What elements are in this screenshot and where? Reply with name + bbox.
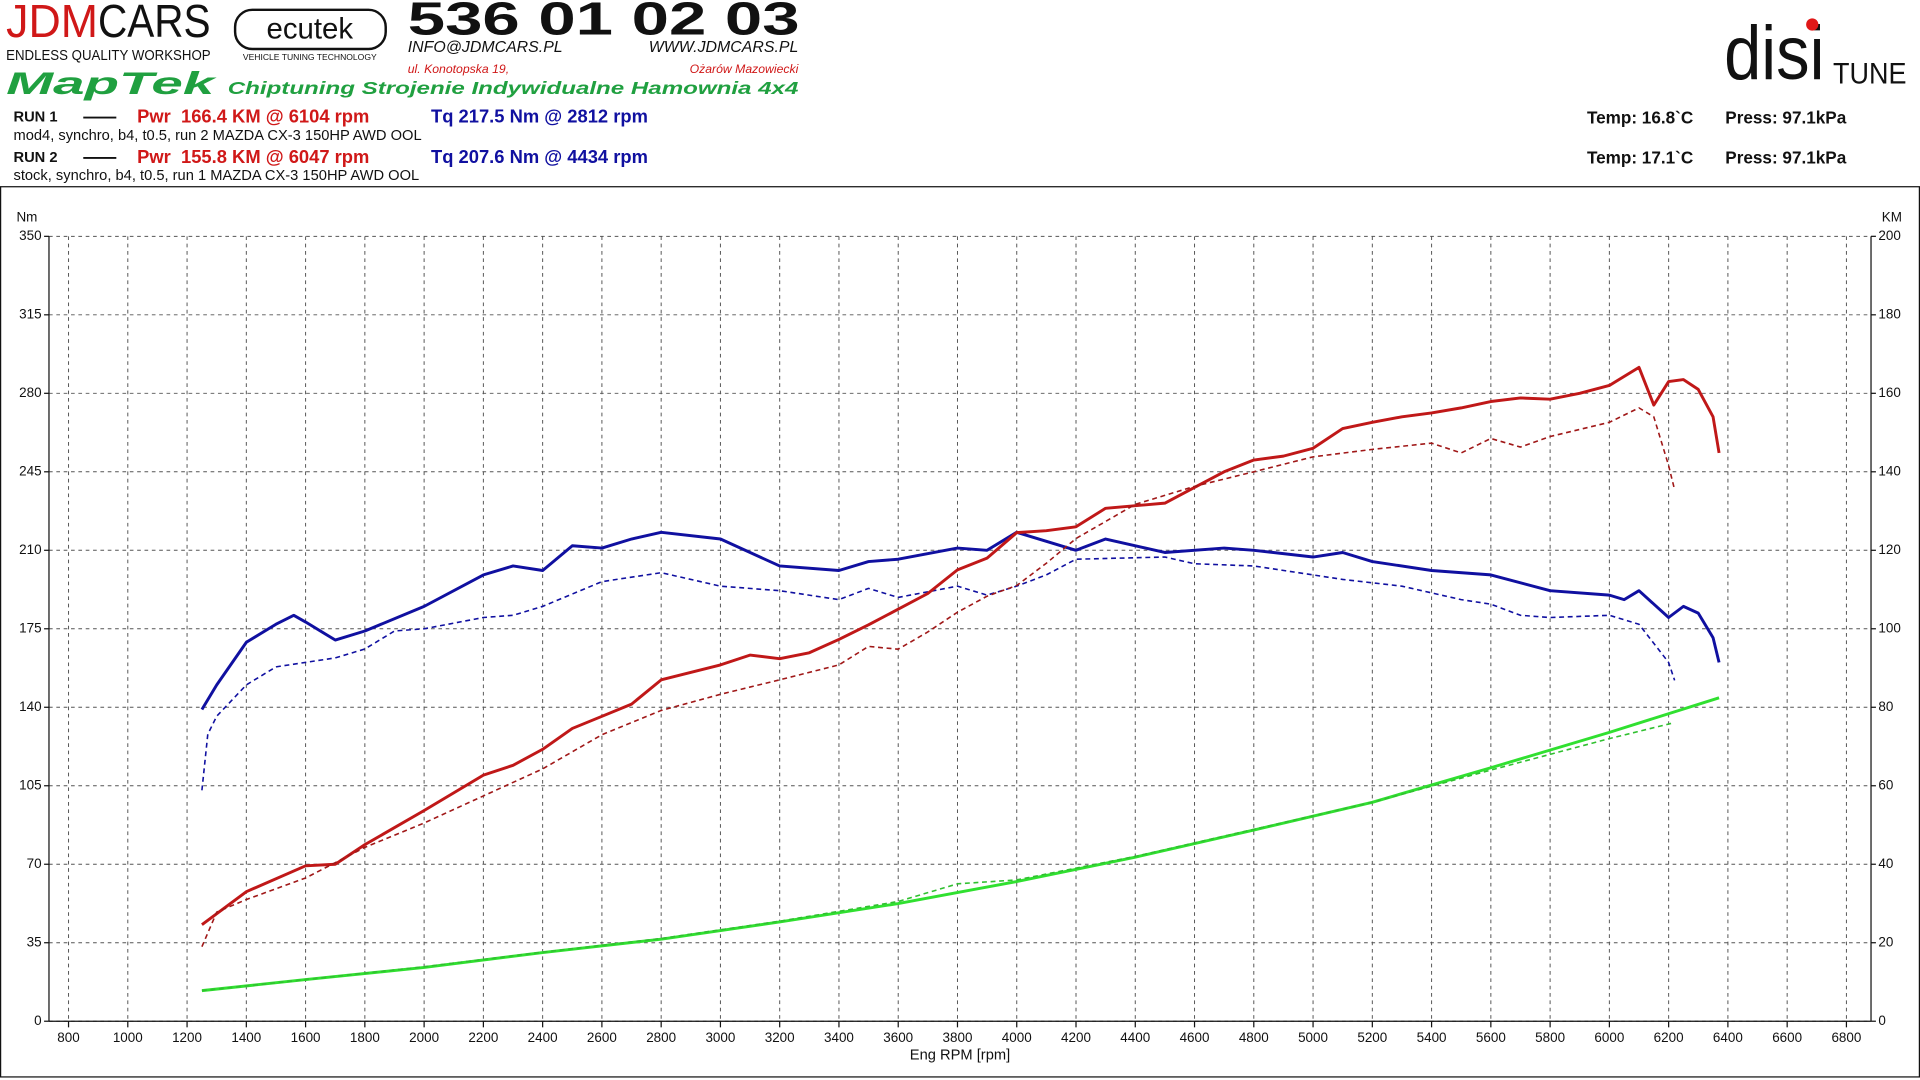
run-torque: Tq 207.6 Nm @ 4434 rpm (431, 146, 648, 167)
series-line (201, 721, 1675, 992)
run-temp: Temp: 17.1`C (1587, 148, 1693, 168)
x-tick-label: 2600 (587, 1030, 617, 1045)
maptek: MapTek (6, 65, 218, 101)
x-tick-label: 1400 (231, 1030, 261, 1045)
x-tick-label: 6400 (1713, 1030, 1743, 1045)
x-tick-label: 1600 (291, 1030, 321, 1045)
y2-tick-label: 100 (1878, 620, 1900, 635)
y2-tick-label: 0 (1878, 1013, 1885, 1028)
x-tick-label: 1000 (113, 1030, 143, 1045)
y-tick-label: 280 (19, 385, 41, 400)
y2-tick-label: 180 (1878, 306, 1900, 321)
x-tick-label: 4000 (1002, 1030, 1032, 1045)
logo-dot (1806, 18, 1819, 31)
email: INFO@JDMCARS.PL (408, 39, 563, 56)
brand-sub: ENDLESS QUALITY WORKSHOP (6, 48, 211, 64)
brand-black: CARS (98, 0, 211, 47)
x-tick-label: 2400 (528, 1030, 558, 1045)
run-press: Press: 97.1kPa (1725, 148, 1846, 168)
run-label: RUN 2 (13, 150, 57, 166)
city: Ożarów Mazowiecki (690, 62, 799, 76)
run-power: Pwr 155.8 KM @ 6047 rpm (137, 146, 369, 167)
y-tick-label: 70 (27, 856, 42, 871)
x-tick-label: 6200 (1654, 1030, 1684, 1045)
y2-tick-label: 160 (1878, 385, 1900, 400)
x-tick-label: 3000 (705, 1030, 735, 1045)
y2-tick-label: 200 (1878, 228, 1900, 243)
y-tick-label: 35 (27, 934, 42, 949)
chart-frame (0, 186, 1920, 1078)
run-power: Pwr 166.4 KM @ 6104 rpm (137, 105, 369, 126)
ecutek-logo: ecutek (267, 12, 354, 45)
series-line (201, 556, 1676, 791)
y-tick-label: 315 (19, 306, 41, 321)
y2-tick-label: 40 (1878, 856, 1893, 871)
y2-tick-label: 20 (1878, 934, 1893, 949)
y-axis-label: Nm (16, 210, 37, 225)
phone: 536 01 02 03 (408, 0, 800, 44)
x-tick-label: 2200 (468, 1030, 498, 1045)
brand-red: JDM (6, 0, 98, 47)
series-line (201, 696, 1720, 993)
run-description: stock, synchro, b4, t0.5, run 1 MAZDA CX… (13, 168, 419, 184)
y-tick-label: 175 (19, 620, 41, 635)
x-tick-label: 6800 (1831, 1030, 1861, 1045)
x-tick-label: 5400 (1417, 1030, 1447, 1045)
x-tick-label: 6000 (1594, 1030, 1624, 1045)
series-line (201, 407, 1676, 947)
x-tick-label: 4800 (1239, 1030, 1269, 1045)
x-tick-label: 3200 (765, 1030, 795, 1045)
y-tick-label: 350 (19, 228, 41, 243)
y2-axis-label: KM (1882, 210, 1902, 225)
y2-tick-label: 60 (1878, 777, 1893, 792)
x-tick-label: 5600 (1476, 1030, 1506, 1045)
x-tick-label: 2800 (646, 1030, 676, 1045)
y2-tick-label: 80 (1878, 699, 1893, 714)
y-tick-label: 105 (19, 777, 41, 792)
y-tick-label: 210 (19, 542, 41, 557)
y-tick-label: 140 (19, 699, 41, 714)
series-line (200, 530, 1721, 711)
run-description: mod4, synchro, b4, t0.5, run 2 MAZDA CX-… (13, 128, 421, 144)
x-tick-label: 4600 (1180, 1030, 1210, 1045)
x-tick-label: 6600 (1772, 1030, 1802, 1045)
x-tick-label: 5200 (1357, 1030, 1387, 1045)
x-axis-label: Eng RPM [rpm] (910, 1047, 1010, 1063)
run-torque: Tq 217.5 Nm @ 2812 rpm (431, 105, 648, 126)
x-tick-label: 1200 (172, 1030, 202, 1045)
ecutek-sub: VEHICLE TUNING TECHNOLOGY (243, 52, 377, 62)
street: ul. Konotopska 19, (408, 62, 509, 76)
x-tick-label: 1800 (350, 1030, 380, 1045)
x-tick-label: 5800 (1535, 1030, 1565, 1045)
x-tick-label: 5000 (1298, 1030, 1328, 1045)
y2-tick-label: 140 (1878, 463, 1900, 478)
x-tick-label: 4400 (1120, 1030, 1150, 1045)
ecutek-frame (233, 8, 387, 51)
y2-tick-label: 120 (1878, 542, 1900, 557)
run-label: RUN 1 (13, 109, 57, 125)
x-tick-label: 2000 (409, 1030, 439, 1045)
web: WWW.JDMCARS.PL (649, 39, 799, 56)
run-temp: Temp: 16.8`C (1587, 107, 1693, 127)
x-tick-label: 800 (57, 1030, 79, 1045)
run-press: Press: 97.1kPa (1725, 107, 1846, 127)
x-tick-label: 3600 (883, 1030, 913, 1045)
x-tick-label: 3800 (943, 1030, 973, 1045)
tune-logo: TUNE (1833, 58, 1906, 91)
x-tick-label: 3400 (824, 1030, 854, 1045)
slogan: Chiptuning Strojenie Indywidualne Hamown… (228, 78, 799, 98)
x-tick-label: 4200 (1061, 1030, 1091, 1045)
y-tick-label: 245 (19, 463, 41, 478)
series-line (201, 365, 1721, 926)
y-tick-label: 0 (34, 1013, 41, 1028)
